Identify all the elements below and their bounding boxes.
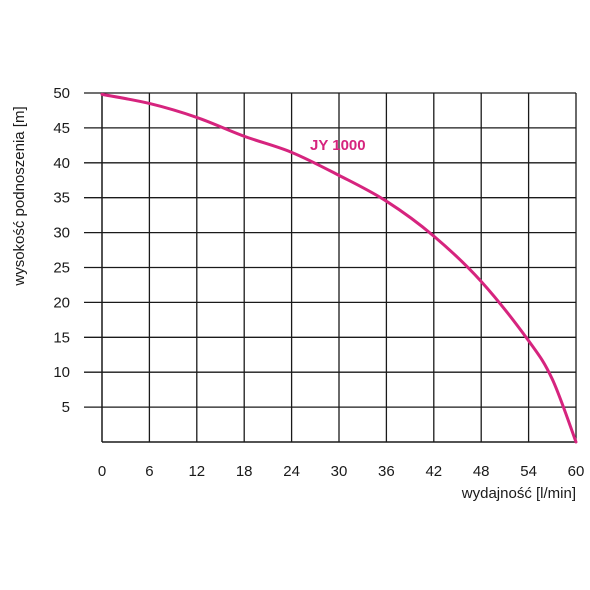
x-tick-label-24: 24 <box>283 463 300 480</box>
y-tick-label-40: 40 <box>53 155 70 172</box>
y-tick-labels: 5 10 15 20 25 30 35 40 45 50 <box>53 85 70 416</box>
series-line-0 <box>100 92 578 444</box>
x-tick-labels: 0 6 12 18 24 30 36 42 48 54 60 <box>98 463 585 480</box>
y-tick-label-50: 50 <box>53 85 70 102</box>
chart-axes <box>101 93 576 443</box>
x-tick-label-6: 6 <box>145 463 153 480</box>
x-tick-label-60: 60 <box>568 463 585 480</box>
y-tick-label-5: 5 <box>62 399 70 416</box>
x-tick-label-54: 54 <box>520 463 537 480</box>
y-tick-label-45: 45 <box>53 120 70 137</box>
y-tick-label-15: 15 <box>53 329 70 346</box>
x-tick-label-12: 12 <box>188 463 205 480</box>
x-tick-label-48: 48 <box>473 463 490 480</box>
x-tick-label-0: 0 <box>98 463 106 480</box>
y-axis-title: wysokość podnoszenia [m] <box>11 106 28 286</box>
y-tick-label-35: 35 <box>53 190 70 207</box>
y-tick-label-25: 25 <box>53 260 70 277</box>
x-tick-label-36: 36 <box>378 463 395 480</box>
x-tick-label-42: 42 <box>425 463 442 480</box>
x-tick-label-30: 30 <box>331 463 348 480</box>
series-label-0: JY 1000 <box>310 137 366 154</box>
x-tick-label-18: 18 <box>236 463 253 480</box>
y-tick-label-10: 10 <box>53 364 70 381</box>
chart-series: JY 1000 <box>100 92 578 444</box>
x-axis-title: wydajność [l/min] <box>461 485 576 502</box>
y-tick-label-30: 30 <box>53 225 70 242</box>
chart-grid <box>84 92 577 442</box>
y-tick-label-20: 20 <box>53 294 70 311</box>
